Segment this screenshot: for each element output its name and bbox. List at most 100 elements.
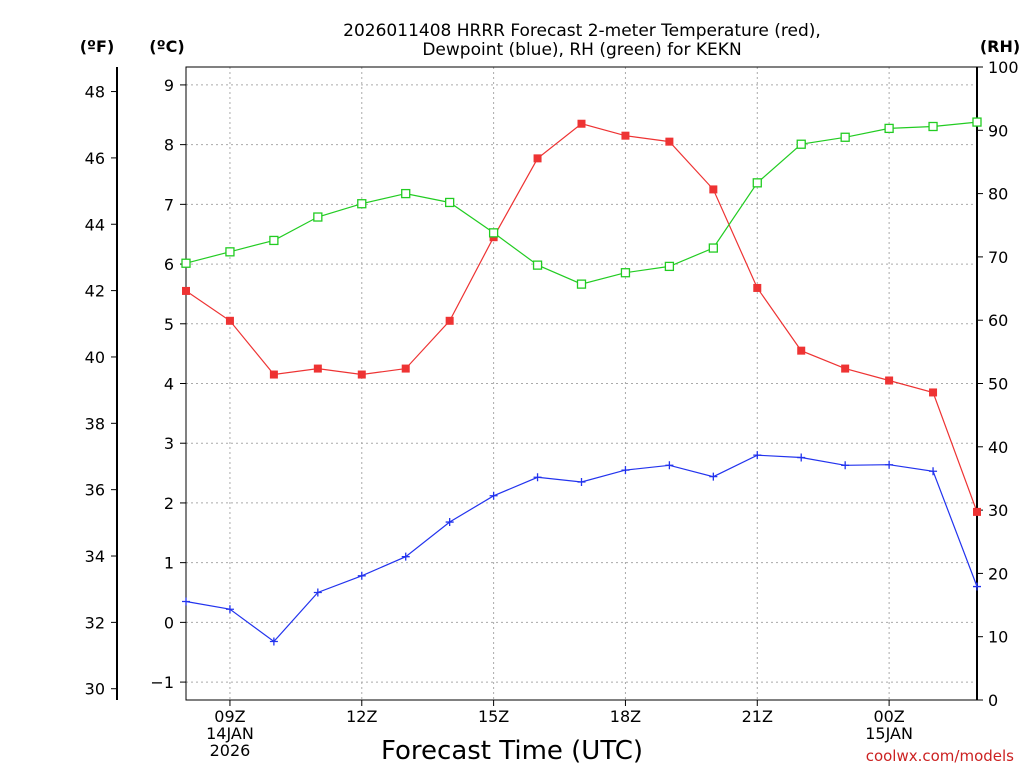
rh-tick-label: 40 bbox=[988, 438, 1008, 457]
temperature-point bbox=[533, 154, 542, 163]
axes: −101234567893032343638404244464801020304… bbox=[85, 58, 1019, 760]
celsius-tick-label: 3 bbox=[164, 434, 174, 453]
celsius-unit-label: (ºC) bbox=[149, 37, 184, 56]
dewpoint-point bbox=[401, 552, 410, 561]
fahrenheit-tick-label: 40 bbox=[85, 348, 105, 367]
rh-point bbox=[664, 261, 675, 272]
x-tick-label: 12Z bbox=[346, 707, 377, 726]
celsius-tick-label: 0 bbox=[164, 613, 174, 632]
chart-title-line2: Dewpoint (blue), RH (green) for KEKN bbox=[422, 40, 741, 60]
temperature-point bbox=[973, 507, 981, 516]
dewpoint-point bbox=[182, 597, 190, 606]
x-tick-label: 18Z bbox=[610, 707, 641, 726]
fahrenheit-tick-label: 46 bbox=[85, 149, 105, 168]
fahrenheit-tick-label: 34 bbox=[85, 547, 105, 566]
temperature-point bbox=[401, 364, 410, 373]
rh-point bbox=[576, 279, 587, 289]
temperature-point bbox=[269, 370, 278, 379]
rh-point bbox=[972, 117, 982, 127]
x-tick-label: 15JAN bbox=[865, 724, 913, 743]
fahrenheit-tick-label: 36 bbox=[85, 481, 105, 500]
rh-tick-label: 80 bbox=[988, 185, 1008, 204]
celsius-tick-label: 4 bbox=[164, 375, 174, 394]
temperature-point bbox=[841, 364, 850, 373]
rh-tick-label: 10 bbox=[988, 628, 1008, 647]
rh-unit-label: (RH) bbox=[980, 37, 1020, 56]
rh-point bbox=[620, 268, 631, 278]
celsius-tick-label: −1 bbox=[150, 673, 174, 692]
temperature-line bbox=[185, 123, 978, 513]
dewpoint-series bbox=[182, 451, 981, 646]
rh-tick-label: 30 bbox=[988, 501, 1008, 520]
fahrenheit-tick-label: 48 bbox=[85, 83, 105, 102]
celsius-tick-label: 5 bbox=[164, 315, 174, 334]
dewpoint-point bbox=[577, 478, 586, 487]
fahrenheit-tick-label: 44 bbox=[85, 215, 105, 234]
rh-point bbox=[401, 188, 411, 199]
temperature-point bbox=[182, 286, 190, 295]
dewpoint-point bbox=[753, 451, 762, 460]
temperature-point bbox=[621, 131, 630, 140]
rh-point bbox=[181, 258, 191, 268]
temperature-point bbox=[753, 283, 762, 292]
rh-tick-label: 70 bbox=[988, 248, 1008, 267]
rh-line bbox=[185, 121, 978, 285]
rh-tick-label: 100 bbox=[988, 58, 1019, 77]
celsius-tick-label: 2 bbox=[164, 494, 174, 513]
temperature-point bbox=[357, 370, 366, 379]
temperature-point bbox=[929, 388, 938, 397]
fahrenheit-tick-label: 32 bbox=[85, 613, 105, 632]
rh-point bbox=[357, 199, 367, 209]
temperature-series bbox=[182, 119, 981, 516]
x-tick-label: 09Z bbox=[214, 707, 245, 726]
temperature-point bbox=[313, 364, 322, 373]
fahrenheit-unit-label: (ºF) bbox=[80, 37, 115, 56]
rh-series bbox=[181, 117, 982, 289]
x-tick-label: 00Z bbox=[873, 707, 904, 726]
rh-point bbox=[532, 260, 543, 270]
dewpoint-point bbox=[357, 571, 366, 580]
dewpoint-point bbox=[489, 491, 498, 500]
celsius-tick-label: 9 bbox=[164, 76, 174, 95]
dewpoint-point bbox=[533, 473, 542, 482]
fahrenheit-tick-label: 30 bbox=[85, 680, 105, 699]
temperature-point bbox=[797, 346, 806, 355]
dewpoint-point bbox=[973, 582, 981, 591]
temperature-point bbox=[445, 316, 454, 325]
rh-point bbox=[796, 139, 806, 149]
rh-tick-label: 0 bbox=[988, 691, 998, 710]
rh-point bbox=[269, 235, 279, 246]
rh-point bbox=[840, 132, 850, 142]
celsius-tick-label: 1 bbox=[164, 554, 174, 573]
rh-tick-label: 50 bbox=[988, 375, 1008, 394]
x-tick-label: 21Z bbox=[742, 707, 773, 726]
rh-point bbox=[884, 123, 894, 134]
dewpoint-point bbox=[665, 461, 674, 470]
fahrenheit-tick-label: 42 bbox=[85, 282, 105, 301]
rh-tick-label: 20 bbox=[988, 564, 1008, 583]
rh-point bbox=[445, 197, 455, 208]
fahrenheit-tick-label: 38 bbox=[85, 414, 105, 433]
x-axis-label: Forecast Time (UTC) bbox=[381, 736, 643, 766]
rh-tick-label: 90 bbox=[988, 121, 1008, 140]
dewpoint-point bbox=[225, 605, 234, 614]
rh-point bbox=[313, 212, 323, 222]
dewpoint-point bbox=[929, 467, 938, 476]
x-tick-label: 15Z bbox=[478, 707, 509, 726]
temperature-point bbox=[709, 185, 718, 194]
dewpoint-point bbox=[797, 453, 806, 462]
dewpoint-point bbox=[313, 588, 322, 597]
dewpoint-point bbox=[841, 461, 850, 470]
dewpoint-point bbox=[621, 466, 630, 475]
rh-point bbox=[225, 247, 235, 257]
dewpoint-point bbox=[269, 637, 278, 646]
rh-point bbox=[752, 178, 762, 188]
dewpoint-point bbox=[885, 460, 894, 469]
temperature-point bbox=[885, 376, 894, 385]
x-tick-label: 2026 bbox=[210, 741, 251, 760]
dewpoint-point bbox=[709, 472, 718, 481]
data-series bbox=[181, 117, 982, 646]
celsius-tick-label: 7 bbox=[164, 195, 174, 214]
temperature-point bbox=[665, 137, 674, 146]
